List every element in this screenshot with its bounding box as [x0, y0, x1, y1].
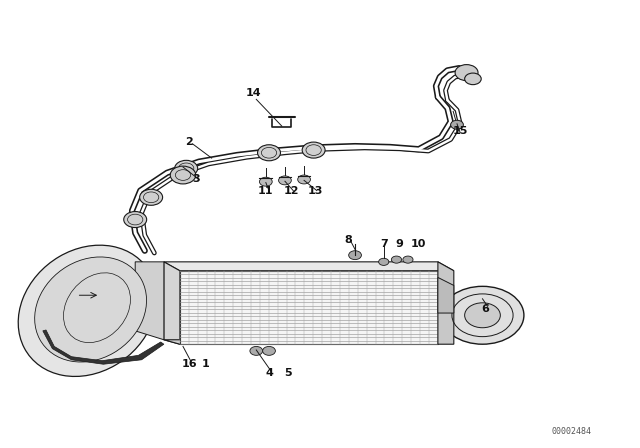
Polygon shape — [135, 262, 164, 340]
Circle shape — [392, 256, 401, 263]
Circle shape — [441, 286, 524, 344]
Circle shape — [262, 346, 275, 355]
Polygon shape — [180, 271, 438, 344]
Circle shape — [403, 256, 413, 263]
Circle shape — [349, 251, 362, 260]
Text: 11: 11 — [258, 185, 273, 196]
Text: 7: 7 — [380, 239, 388, 249]
Text: 8: 8 — [345, 235, 353, 245]
Text: 5: 5 — [284, 368, 292, 378]
Polygon shape — [43, 330, 164, 364]
Circle shape — [140, 189, 163, 205]
Circle shape — [170, 166, 196, 184]
Circle shape — [379, 258, 389, 265]
Text: 00002484: 00002484 — [552, 426, 592, 435]
Ellipse shape — [35, 257, 147, 362]
Text: 16: 16 — [182, 359, 197, 369]
Circle shape — [278, 176, 291, 185]
Polygon shape — [164, 340, 438, 344]
Circle shape — [302, 142, 325, 158]
Text: 15: 15 — [452, 125, 468, 135]
Text: 14: 14 — [245, 88, 261, 98]
Text: 3: 3 — [192, 174, 200, 185]
Polygon shape — [438, 262, 454, 344]
Text: 12: 12 — [284, 185, 299, 196]
Ellipse shape — [18, 245, 157, 376]
Circle shape — [175, 160, 198, 177]
Text: 2: 2 — [186, 137, 193, 146]
Polygon shape — [164, 262, 180, 344]
Polygon shape — [164, 262, 454, 271]
Circle shape — [124, 211, 147, 228]
Text: 9: 9 — [396, 239, 404, 249]
Text: 10: 10 — [411, 239, 426, 249]
Circle shape — [250, 346, 262, 355]
Circle shape — [455, 65, 478, 81]
Text: 6: 6 — [482, 304, 490, 314]
Text: 4: 4 — [265, 368, 273, 378]
Circle shape — [465, 73, 481, 85]
Text: 13: 13 — [307, 185, 323, 196]
Circle shape — [298, 175, 310, 184]
Text: 1: 1 — [202, 359, 209, 369]
Polygon shape — [438, 277, 454, 313]
Circle shape — [259, 177, 272, 186]
Circle shape — [257, 145, 280, 161]
Circle shape — [465, 303, 500, 328]
Circle shape — [451, 120, 463, 129]
